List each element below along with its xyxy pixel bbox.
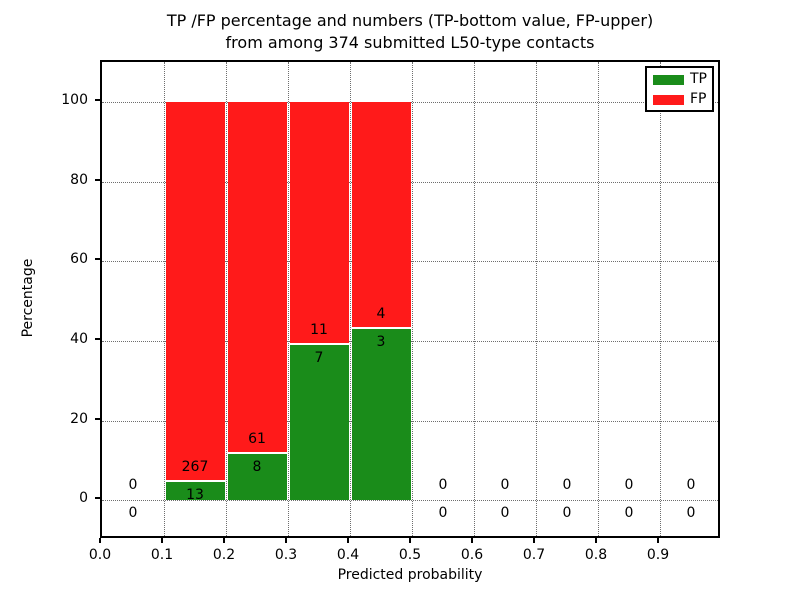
x-axis-tick bbox=[347, 538, 349, 543]
fp-count-label: 11 bbox=[310, 322, 328, 339]
x-axis-tick bbox=[99, 538, 101, 543]
y-tick-label: 60 bbox=[70, 251, 88, 268]
x-gridline bbox=[350, 62, 351, 536]
tp-count-label: 0 bbox=[438, 505, 448, 522]
bar-tp-segment bbox=[165, 481, 225, 501]
stacked-bar bbox=[351, 101, 411, 501]
tp-count-label: 0 bbox=[686, 505, 696, 522]
y-gridline bbox=[102, 500, 718, 502]
x-axis-tick bbox=[223, 538, 225, 543]
x-gridline bbox=[660, 62, 661, 536]
fp-count-label: 0 bbox=[500, 477, 510, 494]
y-tick-label: 0 bbox=[79, 490, 88, 507]
fp-count-label: 267 bbox=[181, 458, 209, 475]
y-axis-tick bbox=[95, 497, 100, 500]
bar-fp-segment bbox=[351, 101, 411, 330]
fp-count-label: 0 bbox=[562, 477, 572, 494]
x-axis-tick bbox=[161, 538, 163, 543]
x-tick-label: 0.1 bbox=[150, 547, 174, 563]
fp-count-label: 0 bbox=[128, 477, 138, 494]
legend: TP FP bbox=[645, 66, 714, 112]
bar-tp-segment bbox=[351, 329, 411, 501]
y-tick-label: 20 bbox=[70, 410, 88, 427]
x-axis-tick bbox=[285, 538, 287, 543]
y-axis-tick bbox=[95, 258, 100, 261]
legend-item: TP bbox=[647, 70, 712, 90]
x-gridline bbox=[598, 62, 599, 536]
legend-label: FP bbox=[690, 91, 707, 107]
x-gridline bbox=[412, 62, 413, 536]
bar-tp-segment bbox=[289, 345, 349, 501]
x-gridline bbox=[164, 62, 165, 536]
chart-title: TP /FP percentage and numbers (TP-bottom… bbox=[100, 10, 720, 54]
y-tick-label: 80 bbox=[70, 171, 88, 188]
x-axis-tick bbox=[595, 538, 597, 543]
x-gridline bbox=[536, 62, 537, 536]
tp-count-label: 7 bbox=[314, 350, 324, 367]
bar-fp-segment bbox=[227, 101, 287, 454]
tp-count-label: 0 bbox=[624, 505, 634, 522]
bar-fp-segment bbox=[165, 101, 225, 482]
tp-count-label: 3 bbox=[376, 334, 386, 351]
y-axis-tick bbox=[95, 178, 100, 181]
x-tick-label: 0.4 bbox=[336, 547, 360, 563]
tp-count-label: 13 bbox=[186, 486, 204, 503]
x-axis-label: Predicted probability bbox=[337, 567, 483, 583]
stacked-bar bbox=[165, 101, 225, 501]
tp-count-label: 0 bbox=[562, 505, 572, 522]
stacked-bar bbox=[227, 101, 287, 501]
x-tick-label: 0.2 bbox=[212, 547, 236, 563]
bar-fp-segment bbox=[289, 101, 349, 346]
x-axis-tick bbox=[409, 538, 411, 543]
x-tick-label: 0.0 bbox=[88, 547, 112, 563]
stacked-bar bbox=[289, 101, 349, 501]
chart-title-line2: from among 374 submitted L50-type contac… bbox=[225, 33, 595, 52]
x-axis-tick bbox=[657, 538, 659, 543]
fp-count-label: 4 bbox=[376, 306, 386, 323]
x-tick-label: 0.8 bbox=[584, 547, 608, 563]
y-axis-tick bbox=[95, 337, 100, 340]
y-axis-tick bbox=[95, 98, 100, 101]
x-tick-label: 0.6 bbox=[460, 547, 484, 563]
x-axis-tick bbox=[471, 538, 473, 543]
x-tick-label: 0.7 bbox=[522, 547, 546, 563]
x-gridline bbox=[226, 62, 227, 536]
y-tick-label: 100 bbox=[61, 91, 88, 108]
y-tick-label: 40 bbox=[70, 330, 88, 347]
fp-count-label: 0 bbox=[686, 477, 696, 494]
fp-count-label: 0 bbox=[438, 477, 448, 494]
tp-count-label: 0 bbox=[500, 505, 510, 522]
legend-swatch-tp bbox=[653, 75, 684, 85]
legend-swatch-fp bbox=[653, 95, 684, 105]
fp-count-label: 61 bbox=[248, 430, 266, 447]
legend-label: TP bbox=[690, 71, 707, 87]
x-axis-tick bbox=[533, 538, 535, 543]
x-gridline bbox=[474, 62, 475, 536]
legend-item: FP bbox=[647, 90, 712, 110]
tp-count-label: 0 bbox=[128, 505, 138, 522]
y-axis-tick bbox=[95, 417, 100, 420]
chart-title-line1: TP /FP percentage and numbers (TP-bottom… bbox=[166, 11, 654, 30]
fp-count-label: 0 bbox=[624, 477, 634, 494]
x-tick-label: 0.3 bbox=[274, 547, 298, 563]
x-tick-label: 0.9 bbox=[646, 547, 670, 563]
x-tick-label: 0.5 bbox=[398, 547, 422, 563]
bar-tp-segment bbox=[227, 453, 287, 501]
tp-count-label: 8 bbox=[252, 458, 262, 475]
plot-area: 0 0 267 13 61 8 11 7 4 3 0 0 0 0 0 0 0 0 0 0 bbox=[100, 60, 720, 538]
y-axis-label: Percentage bbox=[20, 258, 36, 338]
x-gridline bbox=[288, 62, 289, 536]
